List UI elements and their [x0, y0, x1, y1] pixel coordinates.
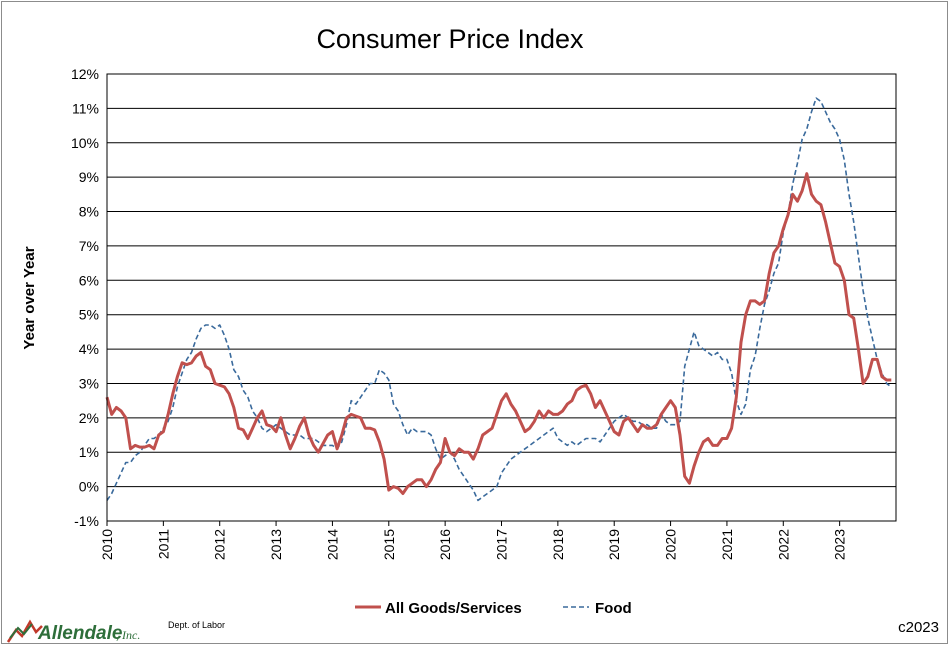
x-tick-label: 2021	[719, 529, 735, 560]
x-tick-label: 2020	[663, 529, 679, 560]
x-tick-label: 2016	[437, 529, 453, 560]
logo-suffix: , Inc.	[116, 628, 140, 642]
y-tick-label: 9%	[79, 169, 99, 185]
x-tick-label: 2015	[381, 529, 397, 560]
legend-label-all-goods: All Goods/Services	[385, 600, 522, 617]
allendale-logo: Allendale , Inc.	[6, 619, 140, 644]
x-tick-label: 2019	[606, 529, 622, 560]
legend: All Goods/Services Food	[355, 600, 632, 617]
y-tick-label: 0%	[79, 479, 99, 495]
y-tick-label: 1%	[79, 444, 99, 460]
source-note: Dept. of Labor	[168, 620, 225, 630]
x-tick-label: 2023	[832, 529, 848, 560]
x-tick-label: 2010	[99, 529, 115, 560]
y-axis-label: Year over Year	[21, 246, 38, 349]
y-tick-label: 4%	[79, 341, 99, 357]
y-tick-label: 7%	[79, 238, 99, 254]
x-tick-label: 2014	[324, 529, 340, 560]
y-tick-labels: -1% 0% 1% 2% 3% 4% 5% 6% 7% 8% 9% 10% 11% 12%	[71, 66, 99, 529]
x-tick-label: 2013	[268, 529, 284, 560]
x-tick-labels: 2010 2011 2012 2013 2014 2015 2016 2017 2018 2019…	[99, 521, 848, 560]
y-tick-label: 6%	[79, 272, 99, 288]
x-tick-label: 2018	[550, 529, 566, 560]
y-tick-label: 12%	[71, 66, 99, 82]
y-tick-label: -1%	[74, 513, 99, 529]
series-lines	[105, 97, 892, 502]
x-tick-label: 2017	[494, 529, 510, 560]
logo-name: Allendale	[37, 623, 123, 644]
y-tick-label: 10%	[71, 135, 99, 151]
x-tick-label: 2012	[212, 529, 228, 560]
y-tick-label: 11%	[72, 100, 99, 116]
x-tick-label: 2022	[775, 529, 791, 560]
series-line-food	[106, 97, 892, 502]
y-tick-label: 3%	[79, 375, 99, 391]
series-line-all-goods	[105, 172, 892, 495]
y-tick-label: 5%	[79, 307, 99, 323]
plot-area-border	[106, 73, 897, 522]
y-tick-label: 8%	[79, 204, 99, 220]
y-tick-label: 2%	[79, 410, 99, 426]
chart-title: Consumer Price Index	[316, 24, 584, 54]
legend-label-food: Food	[595, 600, 632, 617]
grid-lines	[107, 107, 896, 488]
x-tick-label: 2011	[155, 529, 171, 559]
copyright-label: c2023	[898, 619, 939, 636]
